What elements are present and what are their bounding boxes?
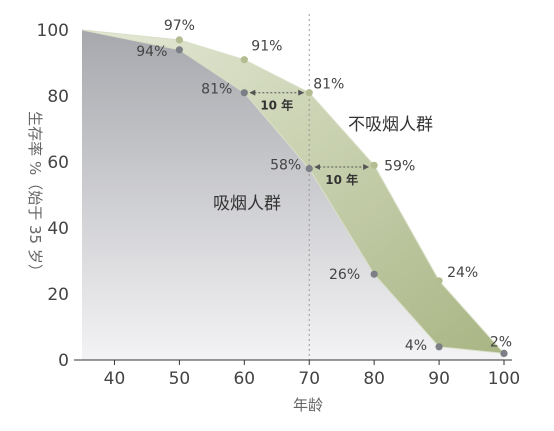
y-tick-label: 40 bbox=[47, 219, 69, 239]
y-tick-label: 100 bbox=[37, 21, 69, 41]
nonsmoker-point bbox=[435, 277, 443, 285]
nonsmoker-data-label: 97% bbox=[164, 18, 195, 34]
nonsmoker-data-label: 91% bbox=[251, 39, 282, 55]
smoker-point bbox=[305, 165, 313, 173]
nonsmoker-data-label: 2% bbox=[490, 334, 512, 350]
x-axis-label: 年龄 bbox=[293, 396, 323, 414]
y-tick-label: 0 bbox=[58, 351, 69, 371]
smoker-point bbox=[240, 89, 248, 97]
nonsmoker-data-label: 81% bbox=[313, 77, 344, 93]
x-tick-label: 50 bbox=[169, 369, 191, 389]
x-tick-label: 70 bbox=[298, 369, 320, 389]
smoker-point bbox=[500, 349, 508, 357]
y-tick-label: 20 bbox=[47, 285, 69, 305]
y-axis-label: 生存率 %（始于 35 岁） bbox=[26, 111, 44, 279]
smoker-point bbox=[435, 343, 443, 351]
x-tick-label: 80 bbox=[363, 369, 385, 389]
smoker-data-label: 94% bbox=[136, 44, 167, 60]
smoker-point bbox=[370, 270, 378, 278]
nonsmoker-data-label: 59% bbox=[384, 158, 415, 174]
smoker-data-label: 4% bbox=[405, 338, 427, 354]
gap-label: 10 年 bbox=[325, 172, 358, 187]
x-tick-label: 60 bbox=[233, 369, 255, 389]
gap-label: 10 年 bbox=[260, 98, 293, 113]
nonsmoker-point bbox=[175, 36, 183, 44]
smoker-point bbox=[175, 46, 183, 54]
nonsmoker-data-label: 24% bbox=[447, 265, 478, 281]
nonsmoker-point bbox=[370, 161, 378, 169]
series-label-nonsmoker: 不吸烟人群 bbox=[348, 115, 433, 135]
y-tick-label: 80 bbox=[47, 87, 69, 107]
smoker-data-label: 26% bbox=[329, 267, 360, 283]
y-tick-label: 60 bbox=[47, 153, 69, 173]
smoker-data-label: 58% bbox=[270, 158, 301, 174]
x-tick-label: 90 bbox=[428, 369, 450, 389]
series-label-smoker: 吸烟人群 bbox=[213, 194, 281, 214]
smoker-area bbox=[82, 30, 504, 360]
nonsmoker-point bbox=[240, 56, 248, 64]
nonsmoker-point bbox=[305, 89, 313, 97]
x-tick-label: 100 bbox=[488, 369, 520, 389]
smoker-data-label: 81% bbox=[201, 82, 232, 98]
x-tick-label: 40 bbox=[104, 369, 126, 389]
